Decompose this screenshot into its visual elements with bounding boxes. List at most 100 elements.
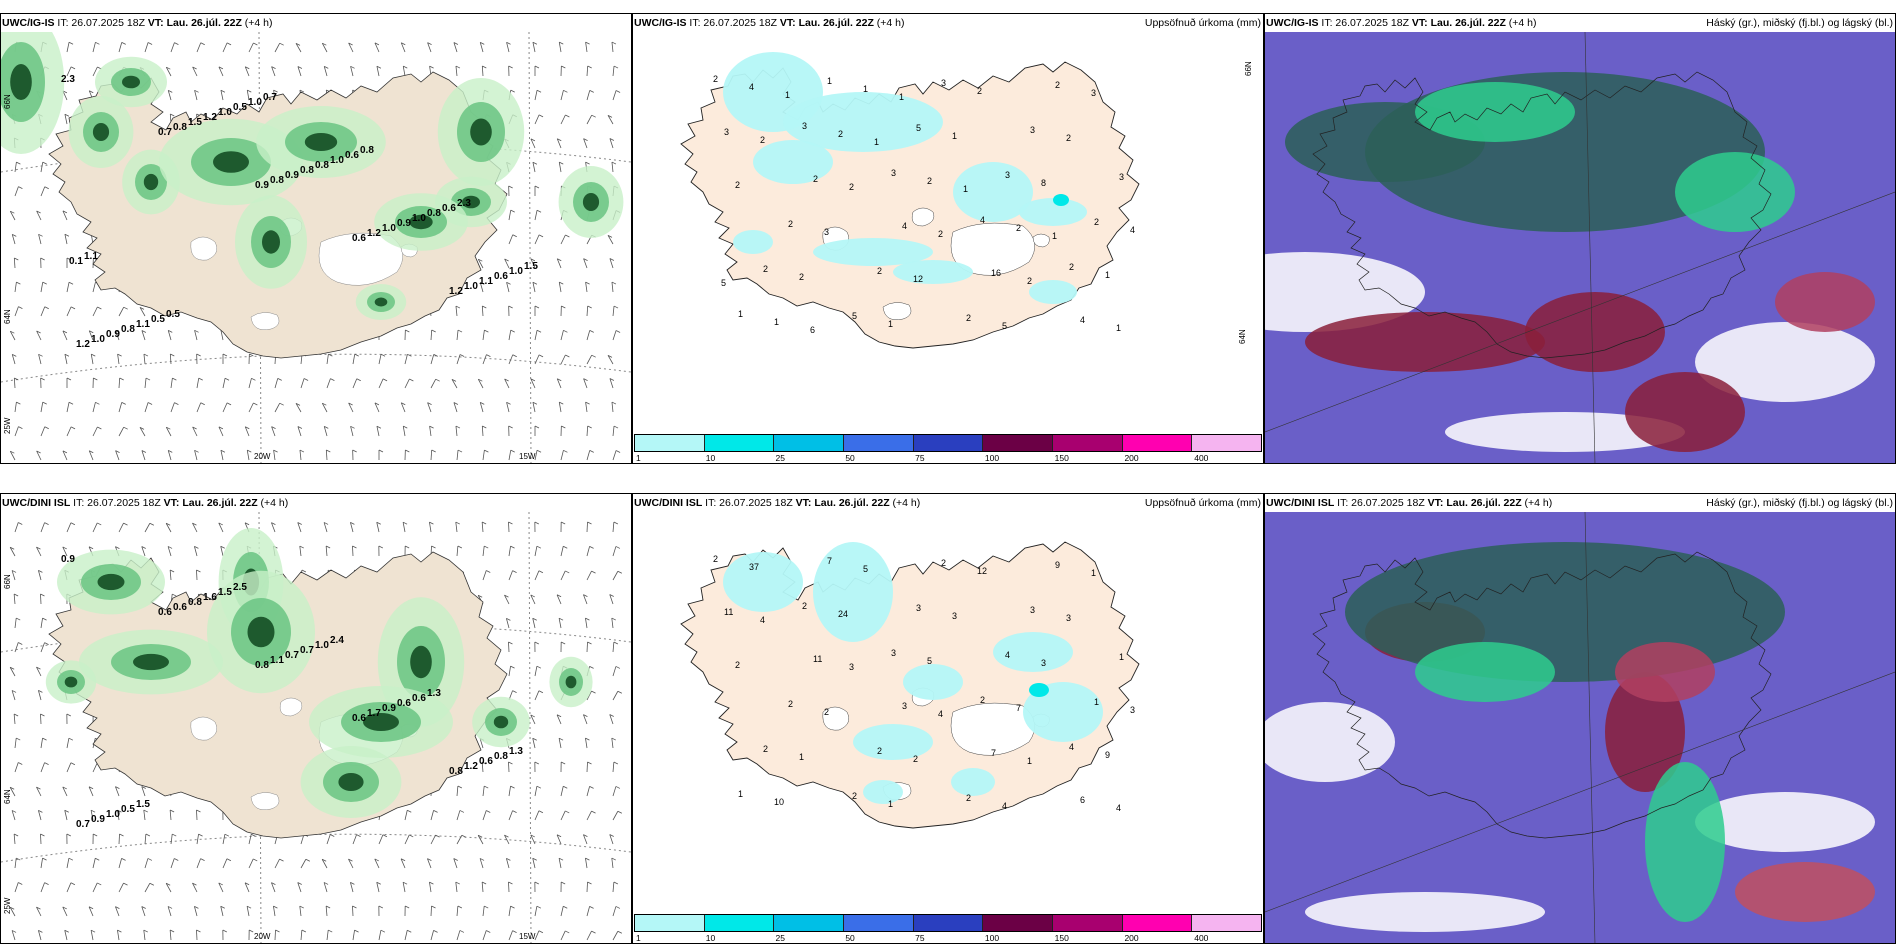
- wind-barb: [404, 354, 408, 365]
- wind-barb: [451, 379, 458, 389]
- wind-barb: [117, 810, 120, 821]
- wind-barb-flag: [299, 545, 304, 549]
- wind-barb: [40, 402, 44, 413]
- wind-barb-flag: [194, 449, 199, 453]
- wind-barb: [558, 162, 562, 173]
- precip-value-label: 2: [877, 746, 882, 756]
- wind-barb-flag: [591, 570, 596, 574]
- wind-barb-flag: [609, 594, 614, 597]
- rain-value-label: 1.3: [509, 746, 523, 757]
- wind-barb-flag: [587, 305, 592, 309]
- wind-barb-flag: [459, 810, 465, 813]
- wind-barb-flag: [510, 665, 515, 669]
- precip-area-heavy: [1029, 683, 1049, 697]
- wind-barb-flag: [299, 89, 305, 93]
- wind-barb-flag: [38, 233, 43, 237]
- wind-barb: [92, 522, 98, 533]
- precip-value-label: 3: [1030, 605, 1035, 615]
- wind-barb: [92, 858, 96, 869]
- wind-barb-flag: [169, 569, 175, 573]
- wind-barb: [40, 858, 43, 869]
- wind-barb-flag: [38, 569, 43, 573]
- wind-barb-flag: [587, 65, 592, 69]
- wind-barb: [586, 330, 591, 341]
- wind-barb-flag: [196, 569, 201, 573]
- lon-label-20: 20W: [254, 452, 271, 461]
- precip-value-label: 24: [838, 609, 848, 619]
- wind-barb-flag: [534, 761, 540, 765]
- panel-wind-rain-top: UWC/IG-IS IT: 26.07.2025 18Z VT: Lau. 26…: [0, 13, 632, 464]
- wind-barb: [352, 354, 356, 365]
- rain-value-label: 0.6: [479, 756, 493, 767]
- wind-barb-flag: [585, 737, 590, 741]
- wind-barb: [222, 402, 228, 413]
- wind-barb: [609, 594, 614, 605]
- rain-value-label: 1.0: [464, 281, 478, 292]
- wind-barb: [196, 402, 202, 413]
- wind-barb: [352, 378, 358, 389]
- rain-value-label: 1.2: [464, 761, 478, 772]
- precip-value-label: 11: [813, 654, 822, 664]
- wind-barb: [192, 426, 198, 437]
- wind-barb-flag: [245, 426, 250, 430]
- cloud-layer: [1345, 542, 1785, 682]
- wind-barb: [430, 930, 434, 941]
- wind-barb: [534, 930, 540, 941]
- wind-barb-flag: [510, 785, 515, 789]
- wind-barb: [534, 570, 540, 581]
- wind-barb: [143, 810, 146, 821]
- wind-barb-flag: [536, 209, 542, 213]
- wind-barb-flag: [402, 881, 408, 885]
- precip-area: [813, 238, 933, 266]
- precip-value-label: 4: [1130, 225, 1135, 235]
- wind-barb: [167, 906, 172, 917]
- rain-value-label: 1.0: [509, 266, 523, 277]
- wind-barb-flag: [115, 330, 120, 333]
- wind-barb-flag: [168, 90, 173, 93]
- precip-value-label: 3: [1066, 613, 1071, 623]
- wind-barb: [321, 859, 328, 869]
- precip-value-label: 2: [966, 313, 971, 323]
- wind-barb: [560, 234, 566, 245]
- rain-value-label: 0.6: [173, 602, 187, 613]
- wind-barb-flag: [532, 41, 538, 45]
- wind-barb: [456, 810, 461, 821]
- wind-barb: [66, 306, 72, 317]
- wind-barb: [612, 546, 617, 557]
- wind-barb: [14, 642, 19, 653]
- wind-barb-flag: [90, 929, 96, 933]
- rain-value-label: 1.0: [218, 107, 232, 118]
- wind-barb-flag: [38, 689, 43, 693]
- cloud-layer: [1625, 372, 1745, 452]
- precip-value-label: 1: [863, 84, 868, 94]
- wind-barb: [40, 618, 43, 629]
- rain-value-label: 0.6: [352, 233, 366, 244]
- wind-barb-flag: [44, 642, 49, 646]
- wind-barb-flag: [609, 138, 615, 141]
- precip-area-heavy: [1053, 194, 1069, 206]
- wind-barb-flag: [62, 210, 68, 214]
- wind-barb: [556, 594, 562, 605]
- wind-barb-flag: [374, 858, 379, 862]
- wind-barb: [323, 66, 328, 77]
- wind-barb: [456, 930, 461, 941]
- wind-barb-flag: [453, 858, 458, 861]
- wind-barb: [534, 234, 540, 245]
- wind-barb-flag: [583, 594, 588, 598]
- rain-value-label: 1.1: [136, 319, 150, 330]
- wind-barb-flag: [457, 785, 463, 789]
- wind-barb-flag: [532, 737, 537, 741]
- wind-barb-flag: [297, 66, 303, 69]
- wind-barb-flag: [350, 521, 355, 525]
- rain-value-label: 0.9: [285, 170, 299, 181]
- wind-barb: [612, 571, 619, 581]
- wind-barb-flag: [64, 233, 70, 237]
- precip-value-label: 1: [738, 309, 743, 319]
- colorbar-label: 10: [705, 453, 716, 463]
- wind-barb-flag: [561, 305, 566, 309]
- wind-barb: [586, 90, 591, 101]
- wind-barb: [92, 66, 98, 77]
- wind-barb: [374, 42, 380, 53]
- rain-area-heavy: [262, 230, 280, 254]
- wind-barb: [506, 282, 510, 293]
